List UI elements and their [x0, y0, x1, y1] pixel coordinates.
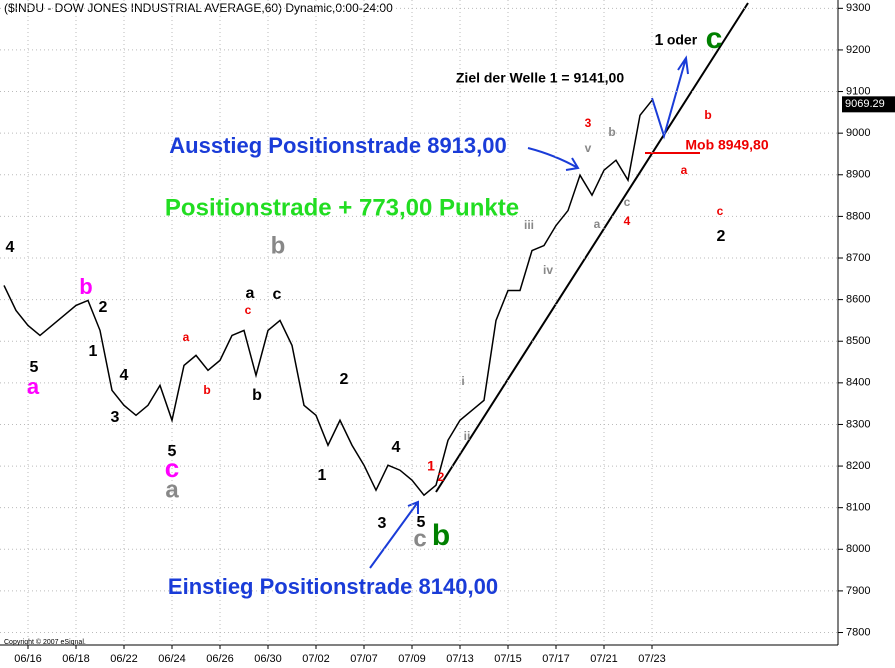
annotation: 4: [392, 439, 401, 456]
x-tick-label: 07/23: [638, 653, 666, 665]
annotation: b: [271, 232, 286, 259]
x-tick-label: 07/02: [302, 653, 330, 665]
y-tick-label: 8300: [846, 418, 870, 430]
annotation: 2: [717, 228, 726, 245]
last-price-label: 9069.29: [845, 98, 885, 110]
y-tick-label: 9300: [846, 2, 870, 14]
arrows: [369, 55, 689, 569]
annotation: ii: [464, 429, 471, 443]
annotation: Mob 8949,80: [685, 137, 768, 153]
annotation: c: [706, 22, 723, 55]
y-tick-label: 8200: [846, 460, 870, 472]
annotation: v: [585, 141, 592, 155]
chart-title: ($INDU - DOW JONES INDUSTRIAL AVERAGE,60…: [4, 1, 393, 15]
y-tick-label: 8400: [846, 377, 870, 389]
x-tick-label: 06/16: [14, 653, 42, 665]
annotation: 3: [111, 409, 120, 426]
x-tick-label: 06/18: [62, 653, 90, 665]
annotation: Ziel der Welle 1 = 9141,00: [456, 70, 624, 86]
annotation: 3: [585, 116, 592, 130]
annotation: a: [165, 476, 179, 503]
y-tick-label: 9000: [846, 127, 870, 139]
x-tick-label: 07/15: [494, 653, 522, 665]
y-tick-label: 7900: [846, 585, 870, 597]
x-tick-label: 07/17: [542, 653, 570, 665]
annotation: i: [461, 374, 464, 388]
x-tick-label: 06/24: [158, 653, 186, 665]
y-tick-label: 8900: [846, 169, 870, 181]
annotation: a: [246, 285, 255, 302]
annotation: 5: [168, 443, 177, 460]
y-tick-label: 7800: [846, 626, 870, 638]
annotation: 2: [438, 470, 445, 484]
x-tick-label: 06/26: [206, 653, 234, 665]
x-tick-label: 06/30: [254, 653, 282, 665]
annotation: a: [27, 374, 40, 399]
y-tick-label: 8100: [846, 502, 870, 514]
x-tick-label: 07/07: [350, 653, 378, 665]
annotation: c: [165, 453, 179, 483]
annotation: b: [252, 387, 262, 404]
annotation: c: [624, 195, 631, 209]
x-tick-label: 06/22: [110, 653, 138, 665]
annotation: 4: [6, 239, 15, 256]
x-tick-label: 07/13: [446, 653, 474, 665]
annotation: 4: [120, 367, 129, 384]
last-price-box: [842, 96, 895, 113]
y-tick-label: 8500: [846, 335, 870, 347]
annotation: b: [203, 383, 210, 397]
y-tick-label: 8700: [846, 252, 870, 264]
annotation: b: [704, 108, 711, 122]
x-tick-label: 07/21: [590, 653, 618, 665]
annotation: b: [79, 274, 92, 299]
annotation: 2: [99, 299, 108, 316]
annotation: a: [594, 217, 601, 231]
annotation: 1: [89, 343, 98, 360]
annotation: a: [183, 330, 190, 344]
annotation: Ausstieg Positionstrade 8913,00: [169, 133, 506, 158]
annotation: 2: [340, 371, 349, 388]
annotation: c: [413, 525, 426, 552]
annotation: a: [681, 163, 688, 177]
annotation: iii: [524, 218, 534, 232]
price-line: [3, 99, 653, 497]
annotation: Einstieg Positionstrade 8140,00: [168, 574, 498, 599]
annotation: c: [717, 204, 724, 218]
annotation: 1: [655, 32, 664, 49]
y-tick-label: 8800: [846, 210, 870, 222]
trend-line: [435, 2, 749, 493]
annotation: c: [273, 286, 282, 303]
y-tick-label: 8000: [846, 543, 870, 555]
arrow: [651, 55, 689, 140]
annotation: 5: [417, 514, 426, 531]
arrow: [369, 500, 419, 569]
annotation: 1: [427, 458, 435, 474]
copyright: Copyright © 2007 eSignal.: [4, 638, 86, 646]
x-tick-label: 07/09: [398, 653, 426, 665]
annotation: b: [432, 519, 450, 552]
annotation: 5: [30, 359, 39, 376]
annotation: c: [245, 303, 252, 317]
annotation: 3: [378, 515, 387, 532]
annotation: 1: [318, 467, 327, 484]
arrow: [527, 147, 580, 171]
annotation: Positionstrade + 773,00 Punkte: [165, 194, 519, 221]
annotation: iv: [543, 263, 553, 277]
y-tick-label: 8600: [846, 294, 870, 306]
annotation: b: [608, 125, 615, 139]
annotation: oder: [667, 32, 698, 48]
y-tick-label: 9200: [846, 44, 870, 56]
annotation: 4: [624, 214, 631, 228]
y-tick-label: 9100: [846, 85, 870, 97]
